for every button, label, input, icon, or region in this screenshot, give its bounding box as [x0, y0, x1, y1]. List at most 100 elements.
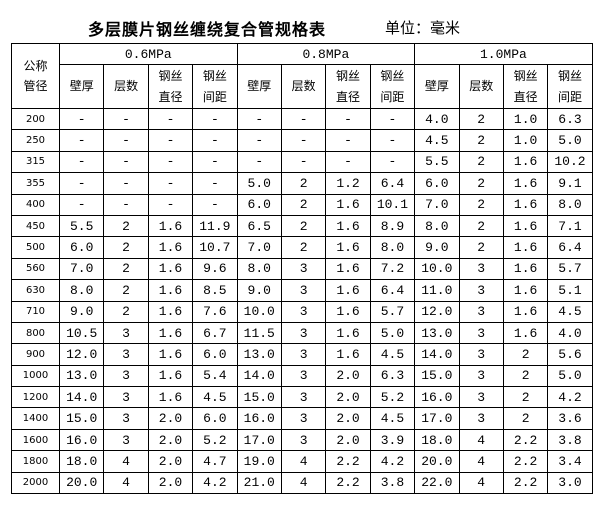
cell-nominal-diameter: 1600: [11, 428, 60, 452]
header-layers: 层数: [458, 64, 504, 109]
table-cell: 1.6: [147, 279, 194, 302]
table-cell: -: [58, 107, 105, 131]
table-cell: 5.7: [369, 300, 416, 323]
cell-nominal-diameter: 500: [11, 236, 60, 259]
cell-nominal-diameter: 1400: [11, 407, 60, 430]
table-row: 710 9.0 2 1.6 7.6 10.0 3 1.6 5.7 12.0 3 1.6 4.5: [11, 300, 593, 323]
table-cell: 1.6: [325, 214, 371, 238]
table-cell: -: [280, 150, 327, 174]
header-group-1.0mpa: 1.0MPa: [414, 43, 593, 65]
table-cell: 12.0: [58, 343, 105, 366]
table-cell: -: [325, 107, 371, 131]
table-cell: 3.8: [369, 471, 416, 495]
table-cell: 5.0: [547, 364, 593, 388]
table-cell: 6.0: [58, 236, 105, 259]
table-cell: 1.6: [502, 214, 549, 238]
table-cell: 15.0: [236, 386, 282, 409]
table-row: 200- - - - - - - -4.0 2 1.0 6.3: [11, 107, 593, 131]
table-cell: 2: [458, 129, 504, 152]
table-cell: 12.0: [414, 300, 460, 323]
table-cell: 8.5: [192, 279, 238, 302]
table-row: 250- - - - - - - -4.5 2 1.0 5.0: [11, 129, 593, 152]
table-cell: 2: [458, 236, 504, 259]
table-row: 2000 20.0 4 2.0 4.2 21.0 4 2.2 3.8 22.0 4 2.2 3.0: [11, 471, 593, 495]
table-cell: -: [192, 172, 238, 195]
table-cell: 2.2: [325, 450, 371, 473]
table-row: 1000 13.0 3 1.6 5.4 14.0 3 2.0 6.3 15.0 3 2 5.0: [11, 364, 593, 388]
table-cell: 3: [280, 428, 327, 452]
table-cell: 15.0: [58, 407, 105, 430]
cell-nominal-diameter: 200: [11, 107, 60, 131]
table-cell: 14.0: [236, 364, 282, 388]
table-cell: 2.0: [147, 407, 194, 430]
cell-nominal-diameter: 710: [11, 300, 60, 323]
table-cell: 9.1: [547, 172, 593, 195]
table-cell: 1.6: [325, 236, 371, 259]
table-row: 400- - - -6.0 2 1.6 10.1 7.0 2 1.6 8.0: [11, 193, 593, 216]
cell-nominal-diameter: 250: [11, 129, 60, 152]
header-wire-spacing-text: 钢丝间距: [380, 68, 405, 104]
table-cell: 1.6: [502, 257, 549, 281]
table-cell: 5.4: [192, 364, 238, 388]
table-cell: 2: [280, 214, 327, 238]
table-cell: 1.6: [502, 279, 549, 302]
table-cell: 1.6: [147, 321, 194, 345]
table-cell: 3.9: [369, 428, 416, 452]
table-cell: 4: [280, 471, 327, 495]
table-cell: 6.3: [369, 364, 416, 388]
table-cell: 15.0: [414, 364, 460, 388]
table-row: 900 12.0 3 1.6 6.0 13.0 3 1.6 4.5 14.0 3 2 5.6: [11, 343, 593, 366]
table-cell: 10.0: [414, 257, 460, 281]
table-cell: 1.6: [147, 300, 194, 323]
cell-nominal-diameter: 2000: [11, 471, 60, 495]
table-cell: 11.0: [414, 279, 460, 302]
cell-nominal-diameter: 1800: [11, 450, 60, 473]
table-cell: 4.5: [369, 407, 416, 430]
table-cell: 2.2: [325, 471, 371, 495]
table-cell: 5.2: [192, 428, 238, 452]
table-cell: 4.5: [369, 343, 416, 366]
table-cell: 2.2: [502, 428, 549, 452]
table-cell: 3: [280, 257, 327, 281]
table-cell: -: [147, 172, 194, 195]
table-cell: 8.9: [369, 214, 416, 238]
table-cell: 3: [280, 343, 327, 366]
table-row: 315- - - - - - - -5.5 2 1.6 10.2: [11, 150, 593, 174]
cell-nominal-diameter: 1000: [11, 364, 60, 388]
table-cell: 22.0: [414, 471, 460, 495]
cell-nominal-diameter: 355: [11, 172, 60, 195]
table-row: 1600 16.0 3 2.0 5.2 17.0 3 2.0 3.9 18.0 4 2.2 3.8: [11, 428, 593, 452]
table-cell: 4.5: [414, 129, 460, 152]
table-cell: -: [147, 129, 194, 152]
table-cell: 7.2: [369, 257, 416, 281]
table-cell: 3: [280, 386, 327, 409]
table-cell: 10.1: [369, 193, 416, 216]
header-wire-diameter-text: 钢丝直径: [158, 68, 183, 104]
table-cell: 4: [280, 450, 327, 473]
table-cell: 5.1: [547, 279, 593, 302]
table-cell: 8.0: [547, 193, 593, 216]
table-cell: -: [280, 129, 327, 152]
header-wall-thickness: 壁厚: [58, 64, 105, 109]
table-cell: 3: [458, 300, 504, 323]
table-cell: -: [236, 129, 282, 152]
table-cell: -: [58, 172, 105, 195]
table-cell: 1.6: [147, 343, 194, 366]
table-cell: 1.6: [147, 214, 194, 238]
cell-nominal-diameter: 560: [11, 257, 60, 281]
table-cell: 1.6: [147, 364, 194, 388]
table-cell: 3: [458, 364, 504, 388]
table-cell: 9.0: [58, 300, 105, 323]
header-wire-spacing: 钢丝间距: [547, 64, 593, 109]
table-cell: -: [147, 193, 194, 216]
cell-nominal-diameter: 315: [11, 150, 60, 174]
table-cell: 1.6: [325, 279, 371, 302]
table-cell: 3: [103, 343, 149, 366]
header-wall-thickness-text: 壁厚: [247, 79, 272, 93]
table-cell: -: [325, 150, 371, 174]
table-cell: 13.0: [414, 321, 460, 345]
table-cell: 2: [103, 214, 149, 238]
table-cell: 4: [103, 471, 149, 495]
table-cell: 20.0: [58, 471, 105, 495]
table-cell: 4.5: [192, 386, 238, 409]
